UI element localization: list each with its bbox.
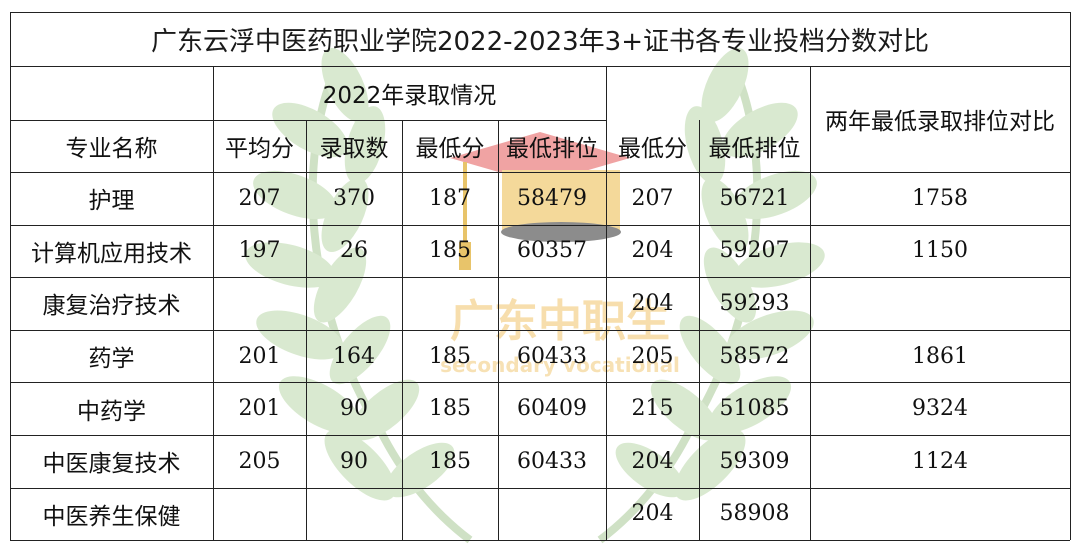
col-header-min-score-2023: 最低分 [618,136,687,162]
cell-min-score-2022 [402,488,498,541]
cell-admit-count: 90 [340,396,368,422]
cell-min-rank-2022: 60357 [517,238,587,264]
cell-avg-score: 197 [238,238,281,264]
cell-admit-count [306,488,402,541]
grid-line [10,11,1070,13]
cell-min-score-2022: 185 [429,448,471,474]
col-header-min-rank-2022: 最低排位 [506,136,598,162]
grid-line [10,276,1070,278]
grid-line [10,487,1070,489]
cell-min-rank-2022 [498,488,606,541]
cell-min-score-2022: 185 [429,238,471,264]
table-title: 广东云浮中医药职业学院2022-2023年3+证书各专业投档分数对比 [150,26,930,57]
grid-line [809,66,811,540]
grid-line [213,119,606,121]
col-header-min-rank-2023: 最低排位 [708,136,801,162]
cell-min-score-2023: 207 [631,185,674,211]
cell-major: 护理 [88,188,135,215]
cell-min-score-2022: 185 [429,343,471,369]
grid-line [10,65,1070,67]
cell-avg-score [213,488,306,541]
cell-major: 康复治疗技术 [42,293,181,320]
cell-rank-diff: 1758 [912,185,968,211]
col-header-avg: 平均分 [225,136,294,162]
cell-min-rank-2022 [498,277,606,330]
cell-rank-diff [810,277,1070,330]
cell-min-rank-2023: 58908 [719,501,790,527]
cell-admit-count: 26 [340,238,368,264]
grid-line [401,120,403,540]
grid-line [305,120,307,540]
cell-major: 中药学 [77,398,146,425]
grid-line [10,434,1070,436]
cell-rank-diff: 1861 [912,343,968,369]
grid-line [10,329,1070,331]
cell-min-rank-2022: 60433 [517,343,587,369]
grid-line [10,224,1070,226]
grid-line [497,120,499,540]
cell-min-rank-2022: 58479 [517,185,587,211]
grid-line [9,12,11,540]
compare-header: 两年最低录取排位对比 [825,109,1055,135]
cell-avg-score: 207 [238,185,281,211]
cell-admit-count [306,277,402,330]
cell-rank-diff [810,488,1070,541]
cell-min-rank-2023: 56721 [719,185,790,211]
cell-min-score-2023: 204 [631,448,674,474]
cell-min-rank-2023: 51085 [719,396,790,422]
grid-line [212,66,214,540]
cell-min-rank-2023: 59309 [719,448,790,474]
cell-admit-count: 164 [333,343,375,369]
grid-line [1069,12,1071,540]
grid-line [10,119,213,121]
cell-avg-score: 201 [238,396,281,422]
cell-avg-score: 201 [238,343,281,369]
cell-min-rank-2023: 59293 [719,290,790,316]
cell-major: 药学 [88,346,135,373]
cell-rank-diff: 9324 [912,396,968,422]
cell-major: 计算机应用技术 [31,240,192,267]
cell-avg-score [213,277,306,330]
col-header-admit-count: 录取数 [319,136,389,162]
grid-line [605,66,607,540]
cell-major: 中医养生保健 [42,503,181,530]
col-header-major: 专业名称 [65,136,158,162]
cell-min-rank-2022: 60409 [517,396,587,422]
cell-admit-count: 90 [340,448,368,474]
grid-line [10,381,1070,383]
grid-line [10,539,1070,541]
cell-min-score-2022 [402,277,498,330]
cell-major: 中医康复技术 [42,451,181,478]
cell-admit-count: 370 [333,185,375,211]
cell-rank-diff: 1150 [912,238,968,264]
cell-min-score-2023: 204 [631,501,674,527]
cell-min-score-2022: 185 [429,396,471,422]
cell-min-rank-2023: 58572 [719,343,790,369]
cell-min-score-2023: 215 [631,396,674,422]
cell-min-rank-2023: 59207 [719,238,790,264]
col-header-min-score-2022: 最低分 [415,136,485,162]
cell-rank-diff: 1124 [912,448,968,474]
cell-min-score-2023: 204 [631,290,674,316]
cell-min-score-2023: 205 [631,343,674,369]
group-header-2022: 2022年录取情况 [322,83,497,109]
cell-avg-score: 205 [238,448,281,474]
grid-line [10,171,1070,173]
cell-min-score-2022: 187 [429,185,471,211]
cell-min-rank-2022: 60433 [517,448,587,474]
grid-line [698,120,700,540]
cell-min-score-2023: 204 [631,238,674,264]
